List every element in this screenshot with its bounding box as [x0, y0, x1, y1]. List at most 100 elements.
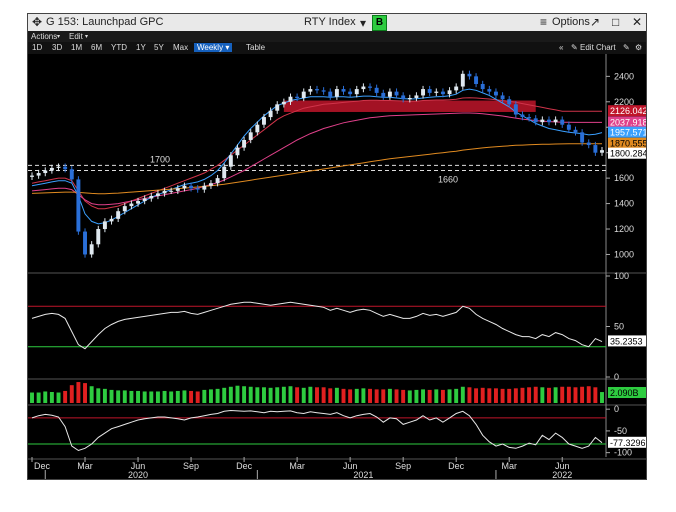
candle-body: [175, 188, 180, 191]
volume-bar: [195, 391, 200, 403]
volume-bar: [394, 389, 399, 403]
moving-average-line: [31, 97, 602, 210]
edit-menu[interactable]: Edit: [69, 32, 83, 41]
volume-bar: [374, 389, 379, 403]
ticker-field[interactable]: RTY Index: [304, 16, 356, 28]
volume-bar: [480, 387, 485, 403]
volume-bar: [30, 392, 34, 403]
volume-bar: [182, 390, 187, 403]
williams-axis-label: 0: [614, 404, 619, 414]
maximize-icon[interactable]: □: [612, 15, 620, 29]
candle-body: [162, 190, 167, 194]
volume-bar: [228, 386, 233, 403]
volume-bar: [315, 387, 319, 403]
candle-body: [83, 231, 87, 255]
ticker-dropdown-icon[interactable]: ▾: [360, 16, 367, 30]
period-1y[interactable]: 1Y: [136, 43, 146, 52]
candle-body: [295, 96, 300, 98]
candle-body: [235, 147, 240, 156]
x-axis-label: Jun: [555, 461, 570, 471]
move-icon[interactable]: ✥: [32, 15, 43, 29]
candle-body: [566, 124, 571, 130]
candle-body: [507, 99, 512, 105]
collapse-icon[interactable]: «: [559, 43, 564, 52]
x-axis-label: Mar: [501, 461, 517, 471]
volume-bar: [281, 386, 286, 403]
volume-bar: [540, 387, 545, 403]
volume-bar: [434, 389, 439, 403]
candle-body: [381, 92, 386, 97]
close-icon[interactable]: ✕: [632, 15, 643, 29]
volume-bar: [341, 388, 346, 403]
options-button[interactable]: Options: [552, 16, 590, 28]
candle-body: [513, 104, 518, 115]
level-label: 1660: [438, 174, 458, 184]
settings-icon[interactable]: ⚙: [635, 43, 643, 52]
frequency-dropdown[interactable]: Weekly ▾: [194, 43, 233, 52]
candle-body: [341, 89, 346, 92]
draw-icon[interactable]: ✎: [623, 43, 630, 52]
williams-axis-label: -100: [614, 448, 632, 458]
period-1d[interactable]: 1D: [32, 43, 43, 52]
volume-bar: [586, 386, 591, 403]
volume-bar: [215, 388, 220, 403]
candle-body: [155, 193, 160, 196]
period-toolbar: 1D 3D 1M 6M YTD 1Y 5Y Max Weekly ▾ Table…: [28, 42, 646, 54]
period-6m[interactable]: 6M: [91, 43, 103, 52]
period-5y[interactable]: 5Y: [154, 43, 164, 52]
popout-icon[interactable]: ↗: [590, 15, 601, 29]
candle-body: [414, 95, 419, 98]
title-bar[interactable]: ✥ G 153: Launchpad GPC RTY Index ▾ B ≡ O…: [28, 14, 646, 31]
volume-bar: [268, 387, 273, 403]
candle-body: [228, 155, 233, 167]
period-max[interactable]: Max: [173, 43, 189, 52]
rsi-axis-label: 100: [614, 271, 629, 281]
price-axis-label: 1200: [614, 224, 634, 234]
volume-bar: [142, 391, 147, 403]
candle-body: [421, 89, 426, 96]
candle-body: [354, 89, 359, 95]
candle-body: [189, 185, 194, 189]
year-label: 2020: [128, 470, 148, 479]
volume-bar: [361, 388, 366, 403]
candle-body: [447, 90, 452, 95]
candle-body: [149, 195, 154, 199]
period-1m[interactable]: 1M: [71, 43, 83, 52]
candle-body: [288, 96, 293, 102]
candle-body: [407, 97, 412, 100]
volume-bar: [553, 387, 558, 403]
volume-bar: [527, 387, 532, 403]
volume-bar: [89, 386, 94, 403]
table-button[interactable]: Table: [246, 43, 266, 52]
volume-bar: [49, 392, 54, 403]
period-3d[interactable]: 3D: [52, 43, 63, 52]
volume-bar: [122, 390, 127, 403]
volume-bar: [593, 387, 598, 403]
volume-bar: [381, 389, 386, 403]
chart-area[interactable]: 1000120014001600180020002200240017001660…: [28, 54, 646, 479]
candle-body: [275, 104, 280, 111]
volume-bar: [275, 387, 280, 403]
candle-body: [487, 89, 492, 92]
candle-body: [255, 124, 260, 133]
price-last-label-bg: [608, 137, 646, 149]
volume-bar: [162, 390, 167, 403]
volume-bar: [308, 386, 313, 403]
period-ytd[interactable]: YTD: [111, 43, 127, 52]
candle-body: [427, 89, 432, 93]
candle-body: [89, 244, 94, 255]
volume-bar: [467, 387, 472, 403]
edit-chart-button[interactable]: Edit Chart: [580, 43, 616, 52]
frequency-caret-icon: ▾: [225, 43, 230, 52]
volume-bar: [533, 386, 538, 403]
window-title: G 153: Launchpad GPC: [46, 16, 164, 28]
actions-menu[interactable]: Actions: [31, 32, 58, 41]
ticker-badge[interactable]: B: [372, 15, 387, 31]
hamburger-icon[interactable]: ≡: [540, 15, 548, 29]
candle-body: [527, 117, 532, 119]
price-last-label: 1870.555: [610, 139, 646, 149]
williams-axis-label: -50: [614, 426, 627, 436]
candle-body: [580, 132, 585, 143]
moving-average-line: [31, 143, 602, 195]
candle-body: [76, 179, 81, 232]
